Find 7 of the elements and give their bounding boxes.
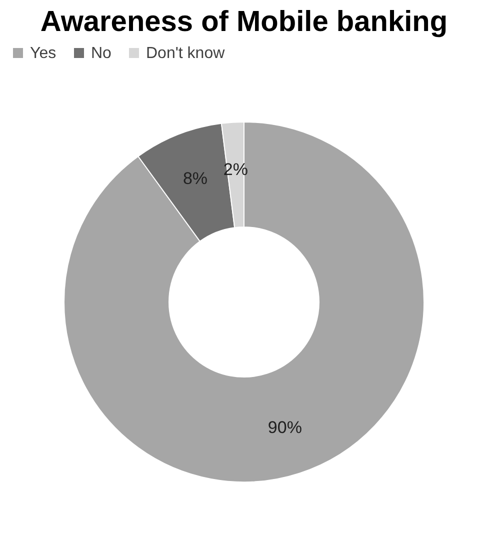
legend-label: No [91,45,112,62]
chart-title: Awareness of Mobile banking [40,6,448,38]
legend-label: Don't know [146,45,226,62]
data-label: 90% [268,418,302,438]
legend-label: Yes [30,45,56,62]
donut-slice [64,122,424,482]
data-label: 8% [182,168,208,188]
